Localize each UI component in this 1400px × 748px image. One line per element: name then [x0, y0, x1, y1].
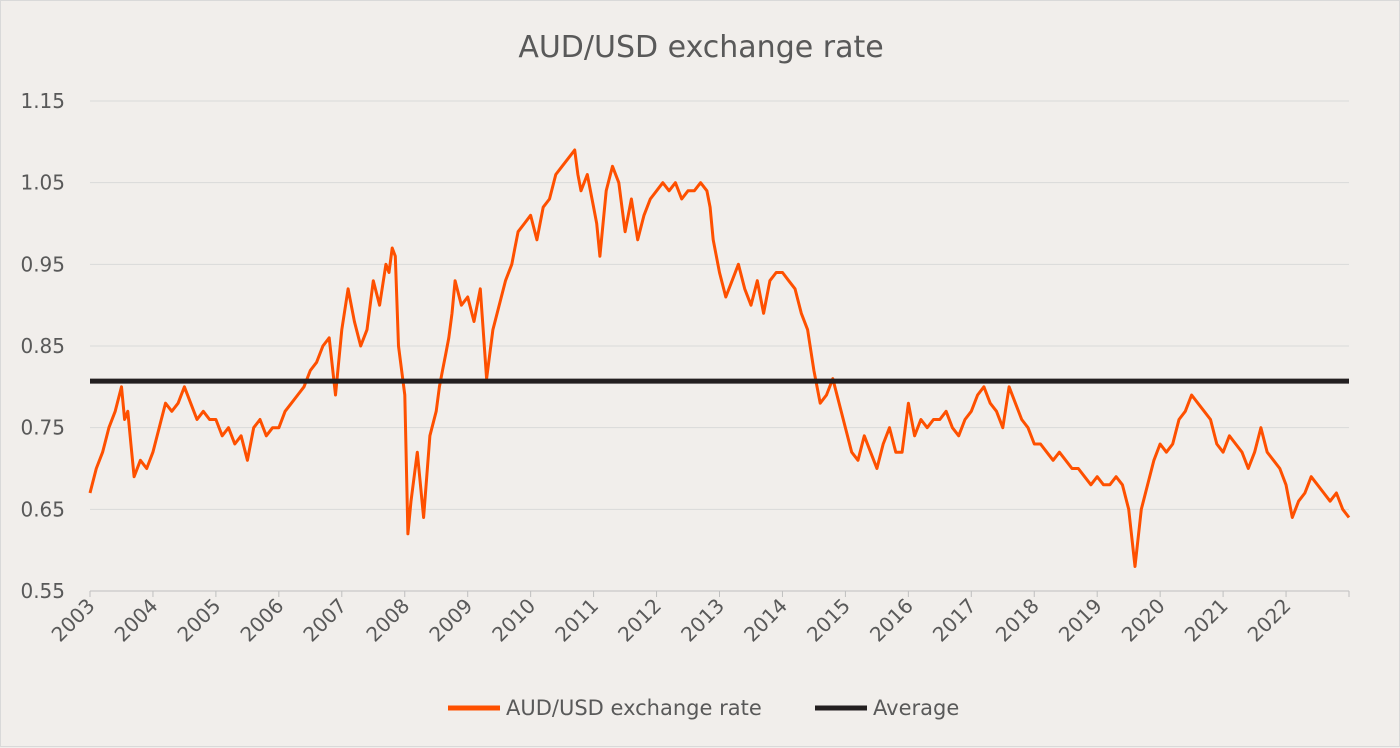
y-tick-label: 1.15	[20, 89, 65, 113]
x-tick-label: 2015	[802, 594, 855, 647]
x-tick-label: 2018	[991, 594, 1044, 647]
legend-label-average: Average	[873, 696, 959, 720]
x-tick-label: 2020	[1117, 594, 1170, 647]
x-tick-label: 2014	[739, 594, 792, 647]
y-tick-label: 0.65	[20, 497, 65, 521]
legend: AUD/USD exchange rate Average	[448, 696, 959, 720]
y-axis-ticks: 0.55 0.65 0.75 0.85 0.95 1.05 1.15	[20, 89, 65, 603]
x-tick-label: 2012	[613, 594, 666, 647]
x-axis-ticks: 2003 2004 2005 2006 2007 2008 2009 2010 2011 2012…	[47, 591, 1350, 647]
x-tick-label: 2005	[172, 594, 225, 647]
x-tick-label: 2017	[928, 594, 981, 647]
chart-title: AUD/USD exchange rate	[518, 30, 883, 65]
legend-label-aud-usd: AUD/USD exchange rate	[506, 696, 762, 720]
y-tick-label: 0.55	[20, 579, 65, 603]
y-tick-label: 0.85	[20, 334, 65, 358]
x-tick-label: 2009	[424, 594, 477, 647]
x-tick-label: 2022	[1243, 594, 1296, 647]
x-tick-label: 2007	[298, 594, 351, 647]
x-tick-label: 2011	[550, 594, 603, 647]
series-line-aud-usd	[88, 148, 1351, 568]
series-layer	[88, 148, 1351, 568]
y-tick-label: 0.75	[20, 416, 65, 440]
x-tick-label: 2016	[865, 594, 918, 647]
x-tick-label: 2006	[235, 594, 288, 647]
x-tick-label: 2019	[1054, 594, 1107, 647]
x-tick-label: 2008	[361, 594, 414, 647]
y-tick-label: 1.05	[20, 171, 65, 195]
x-tick-label: 2013	[676, 594, 729, 647]
x-tick-label: 2004	[110, 594, 163, 647]
x-tick-label: 2010	[487, 594, 540, 647]
x-tick-label: 2021	[1180, 594, 1233, 647]
grid-layer	[90, 100, 1349, 592]
y-tick-label: 0.95	[20, 252, 65, 276]
